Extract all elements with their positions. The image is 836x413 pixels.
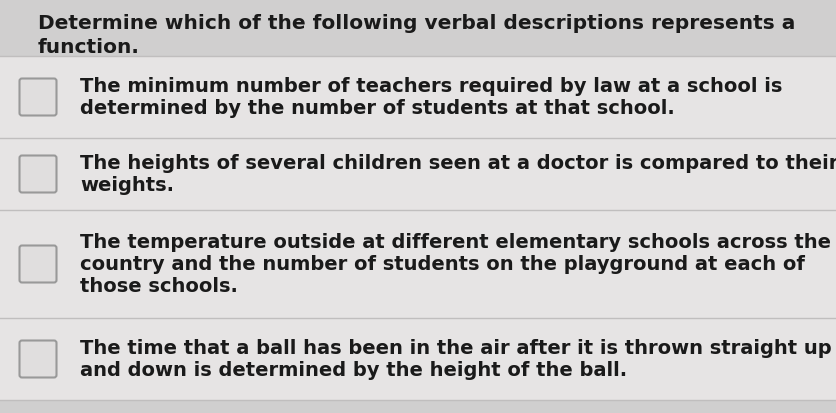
- FancyBboxPatch shape: [19, 246, 57, 283]
- Bar: [0, 211, 836, 318]
- Text: those schools.: those schools.: [80, 277, 238, 296]
- FancyBboxPatch shape: [19, 79, 57, 116]
- Text: The temperature outside at different elementary schools across the: The temperature outside at different ele…: [80, 233, 831, 252]
- Bar: [0, 318, 836, 400]
- Bar: [0, 139, 836, 211]
- FancyBboxPatch shape: [19, 341, 57, 377]
- Text: The time that a ball has been in the air after it is thrown straight up: The time that a ball has been in the air…: [80, 339, 832, 358]
- Text: Determine which of the following verbal descriptions represents a: Determine which of the following verbal …: [38, 14, 795, 33]
- Bar: [0, 57, 836, 139]
- Text: country and the number of students on the playground at each of: country and the number of students on th…: [80, 255, 805, 274]
- FancyBboxPatch shape: [19, 156, 57, 193]
- Text: The heights of several children seen at a doctor is compared to their: The heights of several children seen at …: [80, 154, 836, 173]
- Text: weights.: weights.: [80, 176, 174, 195]
- Text: and down is determined by the height of the ball.: and down is determined by the height of …: [80, 361, 627, 380]
- Text: function.: function.: [38, 38, 140, 57]
- Text: determined by the number of students at that school.: determined by the number of students at …: [80, 99, 675, 118]
- Text: The minimum number of teachers required by law at a school is: The minimum number of teachers required …: [80, 77, 782, 96]
